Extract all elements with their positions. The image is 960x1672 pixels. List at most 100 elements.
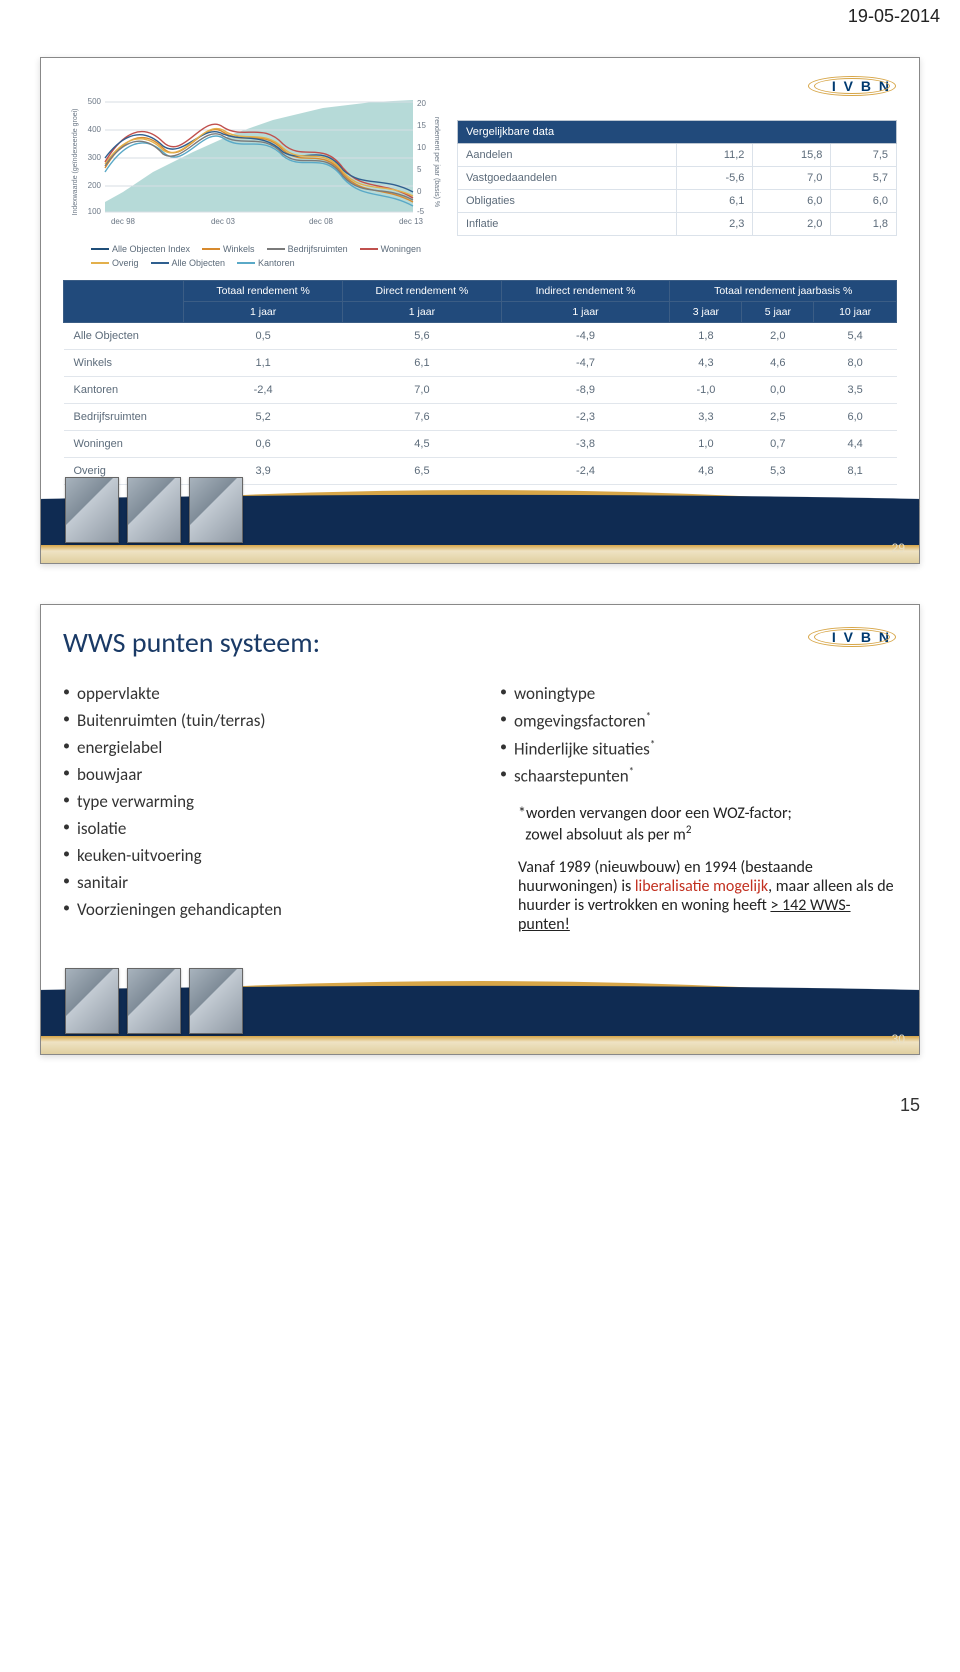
svg-text:10: 10: [417, 143, 426, 152]
slide-2: WWS punten systeem: I V B N oppervlakteB…: [40, 604, 920, 1055]
left-bullet-list: oppervlakteBuitenruimten (tuin/terras)en…: [63, 680, 460, 923]
table-cell: 1,8: [831, 213, 897, 236]
table-cell: 0,6: [184, 431, 343, 458]
table-cell: 6,5: [343, 458, 501, 485]
table-cell: 6,0: [831, 190, 897, 213]
list-item: Buitenruimten (tuin/terras): [63, 707, 460, 734]
table-cell: 3,3: [670, 404, 742, 431]
logo-text: I V B N: [818, 623, 897, 651]
table-cell: 15,8: [753, 144, 831, 167]
table-cell: -1,0: [670, 377, 742, 404]
svg-text:15: 15: [417, 121, 426, 130]
logo-ivbn: I V B N: [818, 623, 897, 651]
legend-label: Kantoren: [258, 258, 295, 268]
table-cell: -8,9: [501, 377, 670, 404]
footer-photo: [65, 477, 119, 543]
svg-text:300: 300: [88, 153, 102, 162]
svg-text:dec 03: dec 03: [211, 217, 236, 226]
table-row-label: Bedrijfsruimten: [64, 404, 184, 431]
table-cell: 2,0: [742, 323, 814, 350]
table-cell: 7,0: [343, 377, 501, 404]
svg-text:20: 20: [417, 99, 426, 108]
svg-text:Indexwaarde (geïndexeerde groe: Indexwaarde (geïndexeerde groei): [72, 108, 79, 215]
list-item: energielabel: [63, 734, 460, 761]
note-woz: *worden vervangen door een WOZ-factor; z…: [518, 804, 897, 844]
table-cell: 0,5: [184, 323, 343, 350]
table-cell: 2,0: [753, 213, 831, 236]
table-cell: 4,5: [343, 431, 501, 458]
table-cell: -5,6: [677, 167, 753, 190]
svg-text:-5: -5: [417, 207, 425, 216]
footer-photo: [189, 968, 243, 1034]
list-item: schaarstepunten*: [500, 762, 897, 790]
list-item: Voorzieningen gehandicapten: [63, 896, 460, 923]
svg-text:dec 98: dec 98: [111, 217, 136, 226]
legend-label: Winkels: [223, 244, 255, 254]
table-cell: 8,1: [814, 458, 897, 485]
sub-col: 5 jaar: [742, 302, 814, 323]
table-row-label: Aandelen: [458, 144, 677, 167]
table-row-label: Alle Objecten: [64, 323, 184, 350]
sub-col: 1 jaar: [501, 302, 670, 323]
sub-col: 1 jaar: [184, 302, 343, 323]
svg-text:500: 500: [88, 97, 102, 106]
table-cell: 11,2: [677, 144, 753, 167]
table-row-label: Woningen: [64, 431, 184, 458]
legend-label: Overig: [112, 258, 139, 268]
svg-text:0: 0: [417, 187, 422, 196]
note-line: zowel absoluut als per m: [525, 825, 686, 844]
legend-label: Alle Objecten Index: [112, 244, 190, 254]
svg-text:100: 100: [88, 207, 102, 216]
page-number: 15: [0, 1095, 960, 1132]
table-cell: 5,6: [343, 323, 501, 350]
legend-label: Alle Objecten: [172, 258, 226, 268]
table-cell: 4,6: [742, 350, 814, 377]
table-cell: 4,3: [670, 350, 742, 377]
slide-title: WWS punten systeem:: [63, 619, 320, 680]
table-cell: 5,2: [184, 404, 343, 431]
table-cell: -2,4: [501, 458, 670, 485]
table-row-label: Inflatie: [458, 213, 677, 236]
svg-text:200: 200: [88, 181, 102, 190]
table-cell: 2,3: [677, 213, 753, 236]
list-item: Hinderlijke situaties*: [500, 735, 897, 763]
page-date: 19-05-2014: [0, 0, 960, 27]
table-cell: 5,3: [742, 458, 814, 485]
svg-text:rendement per jaar (basis) %: rendement per jaar (basis) %: [433, 117, 440, 207]
logo-text: I V B N: [818, 72, 897, 100]
svg-text:dec 08: dec 08: [309, 217, 334, 226]
table-cell: 0,0: [742, 377, 814, 404]
col-header: Totaal rendement %: [184, 281, 343, 302]
slide-number: 30: [892, 1032, 905, 1046]
table-cell: 6,0: [814, 404, 897, 431]
table-row-label: Vastgoedaandelen: [458, 167, 677, 190]
table-cell: -3,8: [501, 431, 670, 458]
table-cell: -2,3: [501, 404, 670, 431]
list-item: keuken-uitvoering: [63, 842, 460, 869]
table-cell: -2,4: [184, 377, 343, 404]
line-area-chart: 100200 300400500 -50 510 1520 Indexwaard…: [63, 72, 443, 242]
para-highlight: liberalisatie mogelijk: [635, 877, 768, 896]
footer-photo: [127, 477, 181, 543]
list-item: type verwarming: [63, 788, 460, 815]
table-cell: 8,0: [814, 350, 897, 377]
table-cell: 4,8: [670, 458, 742, 485]
sub-col: 10 jaar: [814, 302, 897, 323]
table-cell: 6,1: [343, 350, 501, 377]
table-cell: 5,7: [831, 167, 897, 190]
table-cell: -4,9: [501, 323, 670, 350]
table-cell: 3,5: [814, 377, 897, 404]
table-cell: 7,5: [831, 144, 897, 167]
note-line: *worden vervangen door een WOZ-factor;: [518, 804, 792, 823]
table-row-label: Kantoren: [64, 377, 184, 404]
svg-text:dec 13: dec 13: [399, 217, 424, 226]
logo-ivbn: I V B N: [457, 72, 897, 100]
footer-photo: [127, 968, 181, 1034]
table-cell: 7,6: [343, 404, 501, 431]
chart-legend: Alle Objecten Index Winkels Bedrijfsruim…: [63, 242, 443, 272]
col-header: Direct rendement %: [343, 281, 501, 302]
list-item: bouwjaar: [63, 761, 460, 788]
table-cell: 7,0: [753, 167, 831, 190]
table-cell: 0,7: [742, 431, 814, 458]
sub-col: 1 jaar: [343, 302, 501, 323]
